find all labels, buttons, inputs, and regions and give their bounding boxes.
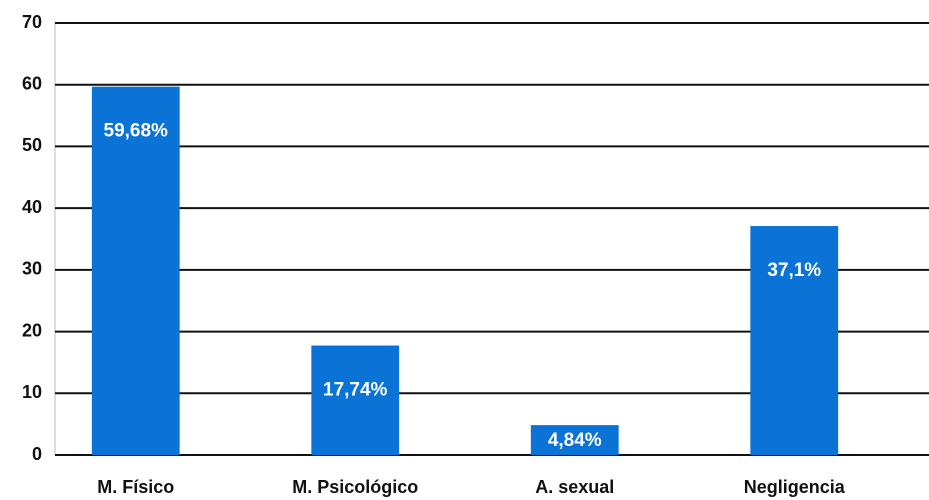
y-tick-label: 50 <box>22 135 42 155</box>
x-tick-label: M. Psicológico <box>292 477 418 497</box>
bar <box>530 425 619 455</box>
x-tick-label: Negligencia <box>744 477 846 497</box>
y-tick-label: 10 <box>22 382 42 402</box>
value-label: 59,68% <box>104 121 169 142</box>
y-tick-label: 20 <box>22 320 42 340</box>
bar <box>91 86 180 455</box>
value-label: 4,84% <box>548 430 602 451</box>
x-tick-label: A. sexual <box>535 477 614 497</box>
y-tick-label: 70 <box>22 12 42 32</box>
bar <box>750 226 839 455</box>
y-tick-label: 0 <box>32 444 42 464</box>
bar <box>311 345 400 455</box>
value-label: 17,74% <box>323 380 388 401</box>
x-tick-label: M. Físico <box>97 477 174 497</box>
y-tick-label: 60 <box>22 73 42 93</box>
value-label: 37,1% <box>767 260 821 281</box>
y-tick-label: 30 <box>22 259 42 279</box>
y-tick-label: 40 <box>22 197 42 217</box>
